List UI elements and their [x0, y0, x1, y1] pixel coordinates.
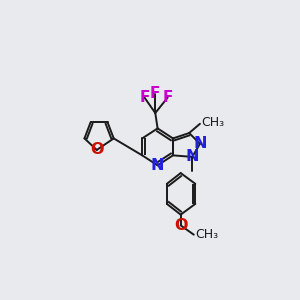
Text: O: O — [174, 218, 188, 233]
Text: CH₃: CH₃ — [195, 228, 218, 241]
Text: F: F — [150, 86, 160, 101]
Text: N: N — [193, 136, 207, 151]
Text: O: O — [90, 142, 104, 158]
Text: F: F — [139, 90, 150, 105]
Text: N: N — [185, 149, 199, 164]
Text: CH₃: CH₃ — [202, 116, 225, 129]
Text: F: F — [162, 90, 173, 105]
Text: N: N — [151, 158, 164, 173]
